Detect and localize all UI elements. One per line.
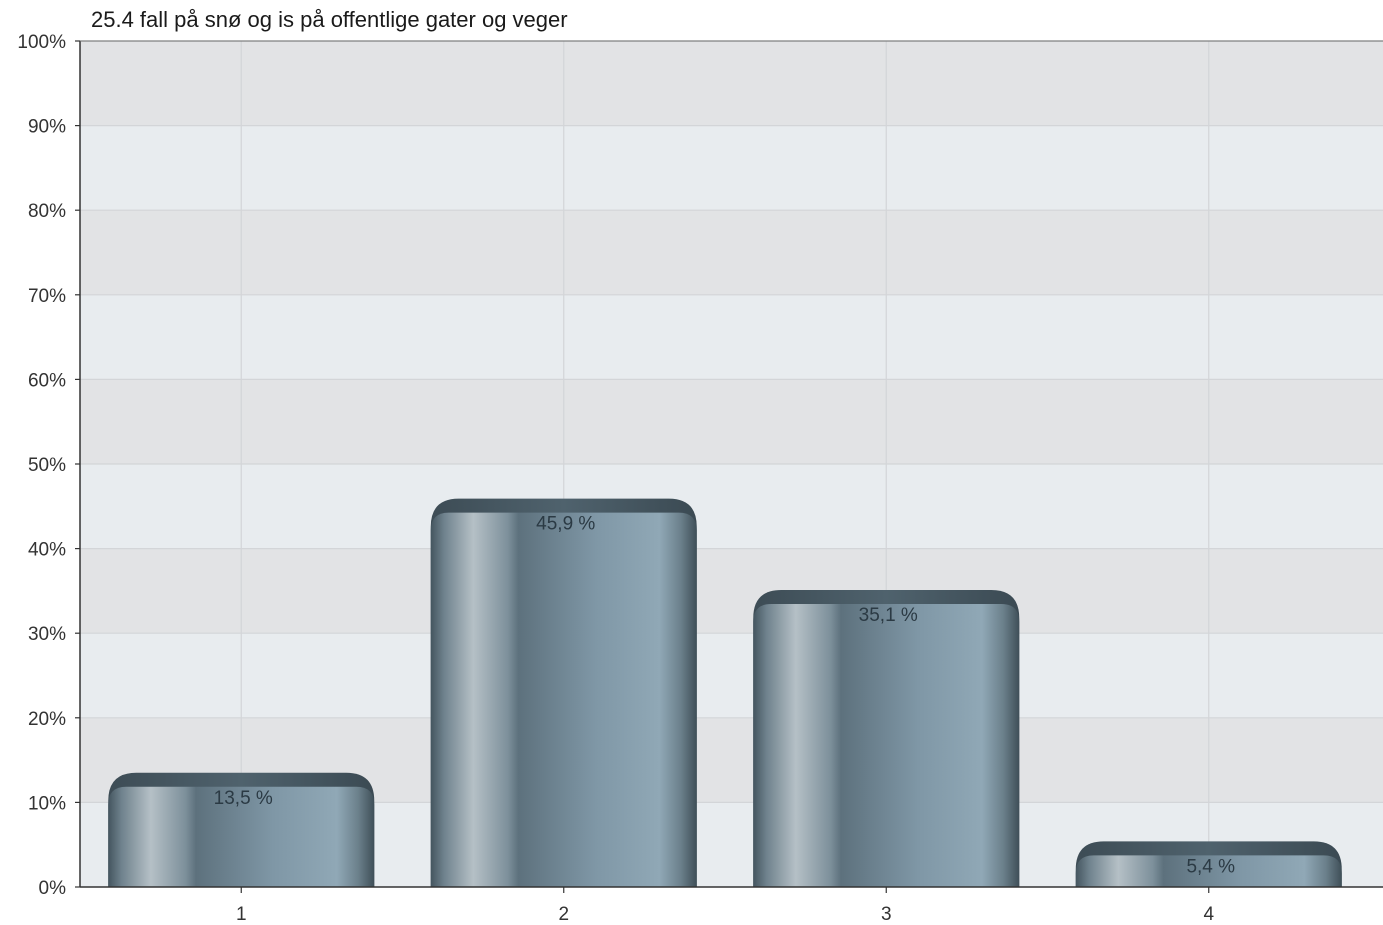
y-tick-label: 0% [39,878,67,899]
x-tick-labels: 1 2 3 4 [236,904,1215,925]
y-tick-label: 20% [28,709,66,730]
y-tick-label: 10% [28,793,66,814]
x-tick-label: 3 [881,904,892,925]
y-tick-label: 70% [28,286,66,307]
plot-band [80,210,1383,295]
bar-body [430,512,697,887]
plot-band [80,379,1383,464]
bar-body [753,604,1020,887]
plot-band [80,41,1383,126]
y-tick-labels: 0% 10% 20% 30% 40% 50% 60% 70% 80% 90% 100% [17,32,66,899]
x-tick-label: 4 [1203,904,1214,925]
bars [108,498,1342,887]
bar [108,772,375,887]
y-tick-label: 40% [28,540,66,561]
data-labels: 13,5 % 45,9 % 35,1 % 5,4 % [214,514,1235,878]
y-tick-label: 100% [17,32,66,53]
y-tick-label: 80% [28,201,66,222]
plot-band [80,633,1383,718]
data-label: 13,5 % [214,788,273,809]
x-tick-label: 2 [558,904,569,925]
axes [75,40,1383,893]
y-tick-label: 30% [28,624,66,645]
bar-body [1075,855,1342,887]
bar [1075,841,1342,887]
y-tick-label: 90% [28,117,66,138]
y-tick-label: 50% [28,455,66,476]
plot-band [80,294,1383,380]
plot-band [80,125,1383,211]
bar [753,590,1020,887]
plot-background [80,41,1383,887]
chart-title: 25.4 fall på snø og is på offentlige gat… [91,7,568,32]
plot-band [80,548,1383,634]
data-label: 45,9 % [536,514,595,535]
plot-band [80,464,1383,549]
data-label: 35,1 % [859,605,918,626]
x-tick-label: 1 [236,904,247,925]
y-tick-label: 60% [28,370,66,391]
bar [430,498,697,887]
bar-body [108,786,375,887]
data-label: 5,4 % [1186,856,1235,877]
